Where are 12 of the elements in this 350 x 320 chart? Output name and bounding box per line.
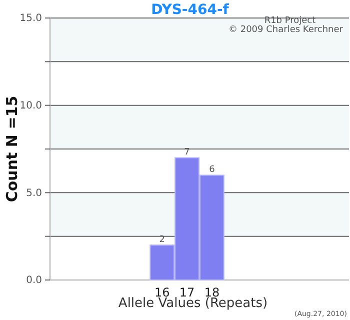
data-label: 2: [159, 235, 165, 246]
y-tick-label: 10.0: [20, 100, 42, 112]
y-axis-title: Count N =15: [3, 96, 21, 202]
y-tick-label: 5.0: [26, 188, 42, 199]
chart-title: DYS-464-f: [151, 2, 230, 18]
annotation: R1b Project: [264, 16, 316, 26]
y-tick-label: 0.0: [26, 275, 42, 286]
data-label: 7: [184, 148, 190, 158]
x-tick-label: 17: [179, 286, 195, 300]
data-label: 6: [209, 165, 216, 176]
annotation: © 2009 Charles Kerchner: [228, 25, 344, 35]
y-tick-label: 15.0: [20, 13, 42, 24]
